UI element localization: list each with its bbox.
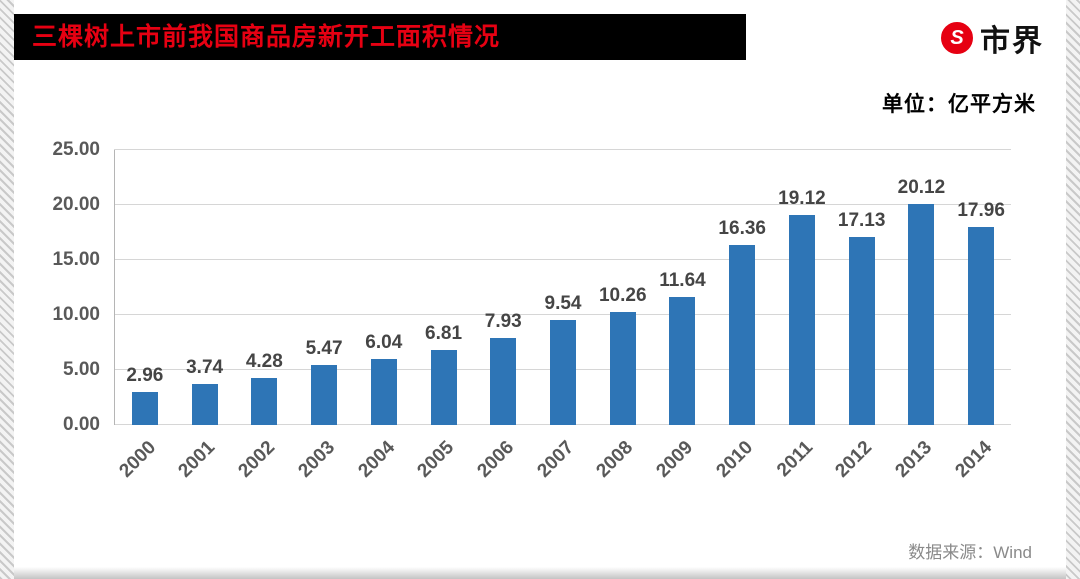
x-tick-label: 2010 [712,437,758,482]
bar-group: 2.96 2000 [115,150,175,481]
bar-value-label: 10.26 [598,285,647,307]
y-tick-label: 15.00 [52,249,100,270]
bar-group: 17.13 2012 [832,150,892,482]
bars: 2.96 2000 3.74 2001 4.28 2002 5.47 2003 6.04 2004… [115,150,1011,482]
bar-group: 6.04 2004 [354,150,414,482]
bar-group: 11.64 2009 [653,150,713,482]
bar-value-label: 20.12 [897,176,946,198]
brand-name: 市界 [980,25,1044,58]
y-tick-label: 25.00 [52,139,100,160]
x-tick-label: 2004 [353,437,399,482]
unit-label: 单位：亿平方米 [882,93,1036,116]
x-tick-label: 2014 [951,437,997,482]
bar-value-label: 2.96 [126,365,164,387]
bar-group: 7.93 2006 [473,150,533,482]
x-tick-label: 2007 [533,437,578,482]
page-title: 三棵树上市前我国商品房新开工面积情况 [14,14,746,60]
bar-group: 17.96 2014 [951,150,1011,481]
bar-value-label: 17.13 [837,209,886,231]
plot-area: 2.96 2000 3.74 2001 4.28 2002 5.47 2003 6.04 2004… [114,149,1011,482]
x-tick-label: 2000 [114,437,160,482]
gridline [114,204,1011,205]
bar-value-label: 9.54 [544,293,582,315]
bar: 4.28 [246,351,283,425]
bar-value-label: 17.96 [957,200,1005,222]
bar: 17.13 [838,210,885,425]
x-tick-label: 2008 [592,437,638,482]
gridline [114,259,1011,260]
y-tick-label: 0.00 [63,414,100,435]
bar-group: 16.36 2010 [712,150,772,482]
bar-group: 19.12 2011 [772,150,832,481]
bar: 3.74 [186,357,223,425]
bar-value-label: 16.36 [718,218,766,240]
bar-value-label: 3.74 [186,356,224,378]
bar-value-label: 6.04 [365,331,403,353]
x-tick-label: 2005 [413,437,459,482]
bar-group: 6.81 2005 [414,150,474,482]
x-tick-label: 2001 [174,437,220,482]
bar: 16.36 [718,218,766,425]
bar-value-label: 19.12 [778,187,826,209]
bar: 6.81 [425,323,462,425]
x-tick-label: 2006 [473,437,519,482]
y-axis-line [114,150,115,425]
bar: 7.93 [485,311,522,425]
x-tick-label: 2012 [831,437,877,482]
bar-value-label: 11.64 [659,269,706,291]
bar: 6.04 [365,332,402,425]
brand-icon: S [941,22,973,54]
y-tick-label: 20.00 [52,194,100,215]
x-tick-label: 2013 [891,437,937,482]
bar-group: 4.28 2002 [234,150,294,482]
bar: 20.12 [898,177,945,425]
bar: 2.96 [126,365,163,425]
bottom-shade [14,567,1066,579]
y-axis-labels: 0.00 5.00 10.00 15.00 20.00 25.00 [14,139,100,435]
bar: 10.26 [599,285,647,425]
data-source: 数据来源：Wind [908,543,1032,562]
bar: 5.47 [306,338,343,425]
x-tick-label: 2011 [772,437,817,482]
bar: 17.96 [957,200,1005,425]
bar-group: 5.47 2003 [294,150,354,482]
bar-group: 10.26 2008 [593,150,653,482]
bar-group: 9.54 2007 [533,150,593,482]
x-tick-label: 2009 [652,437,698,482]
bar-group: 3.74 2001 [175,150,235,482]
bar-value-label: 4.28 [245,350,283,372]
y-tick-label: 5.00 [63,359,100,380]
bar-value-label: 5.47 [305,337,343,359]
brand-logo: S 市界 [941,16,1044,60]
bar: 19.12 [778,188,826,425]
bar: 11.64 [659,270,706,425]
x-tick-label: 2002 [234,437,280,482]
bar-group: 20.12 2013 [892,150,952,482]
bar-value-label: 6.81 [425,323,463,345]
gridline [114,149,1011,150]
x-tick-label: 2003 [294,437,339,482]
gridline [114,314,1011,315]
bar-value-label: 7.93 [484,310,522,332]
y-tick-label: 10.00 [52,304,100,325]
content-area: 三棵树上市前我国商品房新开工面积情况 S 市界 单位：亿平方米 0.00 5.00… [14,0,1066,579]
bar: 9.54 [545,293,581,425]
